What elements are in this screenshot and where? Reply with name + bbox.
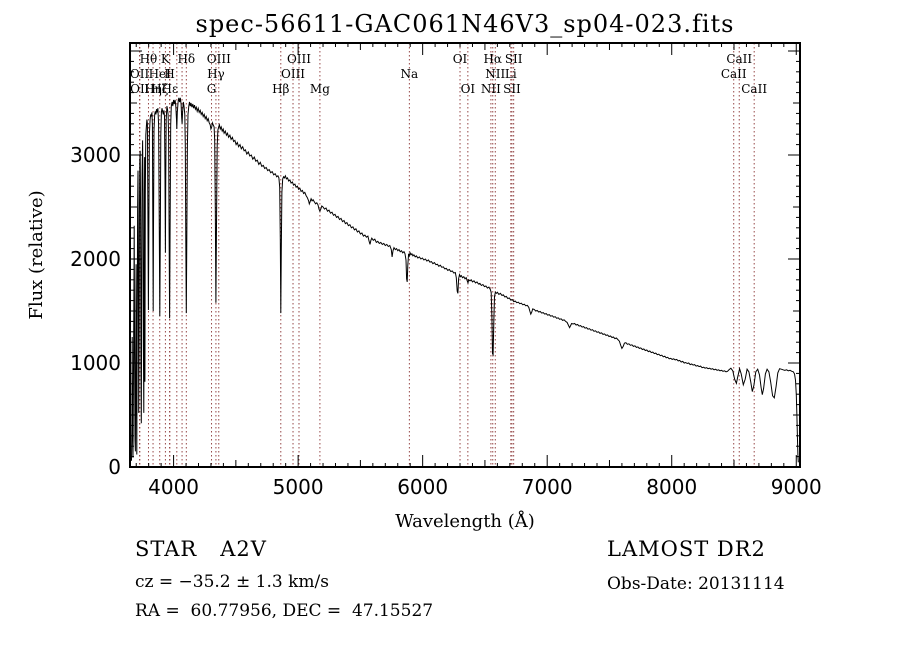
obs-date-text: Obs-Date: 20131114 bbox=[607, 574, 785, 594]
line-marker-label: Hα bbox=[483, 52, 502, 66]
line-marker-label: OII bbox=[130, 67, 150, 81]
ra-dec-text: RA = 60.77956, DEC = 47.15527 bbox=[135, 601, 434, 621]
line-marker-label: OI bbox=[461, 82, 476, 96]
plot-border bbox=[129, 42, 801, 468]
y-tick-label: 3000 bbox=[70, 143, 121, 167]
x-tick-label: 9000 bbox=[771, 475, 822, 499]
line-marker-label: Hθ bbox=[140, 52, 158, 66]
survey-text: LAMOST DR2 bbox=[607, 537, 766, 561]
line-marker-label: Mg bbox=[310, 82, 330, 96]
line-marker-label: HeI bbox=[149, 67, 172, 81]
line-marker-label: OIII bbox=[207, 52, 231, 66]
line-marker-label: NII bbox=[481, 82, 501, 96]
line-marker-label: Hε bbox=[162, 82, 179, 96]
line-marker-label: OII bbox=[130, 82, 150, 96]
line-marker-label: Na bbox=[401, 67, 419, 81]
line-marker-label: Hδ bbox=[177, 52, 195, 66]
x-tick-label: 8000 bbox=[646, 475, 697, 499]
x-axis-label: Wavelength (Å) bbox=[395, 510, 535, 532]
spectrum-curve bbox=[131, 97, 799, 463]
line-marker-label: Li bbox=[505, 67, 517, 81]
y-tick-label: 2000 bbox=[70, 247, 121, 271]
x-tick-label: 6000 bbox=[397, 475, 448, 499]
line-marker-label: CaII bbox=[721, 67, 747, 81]
line-marker-label: G bbox=[207, 82, 217, 96]
plot-title: spec-56611-GAC061N46V3_sp04-023.fits bbox=[195, 10, 735, 38]
line-marker-label: Hζ bbox=[151, 82, 168, 96]
line-marker-label: OIII bbox=[281, 67, 305, 81]
line-marker-label: OI bbox=[453, 52, 468, 66]
line-marker-label: SII bbox=[505, 52, 523, 66]
line-marker-label: CaII bbox=[741, 82, 767, 96]
y-axis-label: Flux (relative) bbox=[26, 190, 47, 319]
x-tick-label: 5000 bbox=[273, 475, 324, 499]
x-tick-label: 4000 bbox=[148, 475, 199, 499]
x-tick-label: 7000 bbox=[522, 475, 573, 499]
line-marker-label: CaII bbox=[726, 52, 752, 66]
line-marker-label: Hβ bbox=[272, 82, 289, 96]
classification-text: STAR A2V bbox=[135, 537, 267, 561]
line-marker-label: NII bbox=[485, 67, 505, 81]
y-tick-label: 1000 bbox=[70, 351, 121, 375]
y-tick-label: 0 bbox=[108, 455, 121, 479]
cz-text: cz = −35.2 ± 1.3 km/s bbox=[135, 572, 329, 592]
line-marker-label: OIII bbox=[287, 52, 311, 66]
line-marker-label: SII bbox=[503, 82, 521, 96]
line-marker-label: H bbox=[164, 67, 174, 81]
line-marker-label: K bbox=[161, 52, 171, 66]
line-marker-label: Hγ bbox=[207, 67, 225, 81]
line-marker-label: Hη bbox=[144, 82, 162, 96]
